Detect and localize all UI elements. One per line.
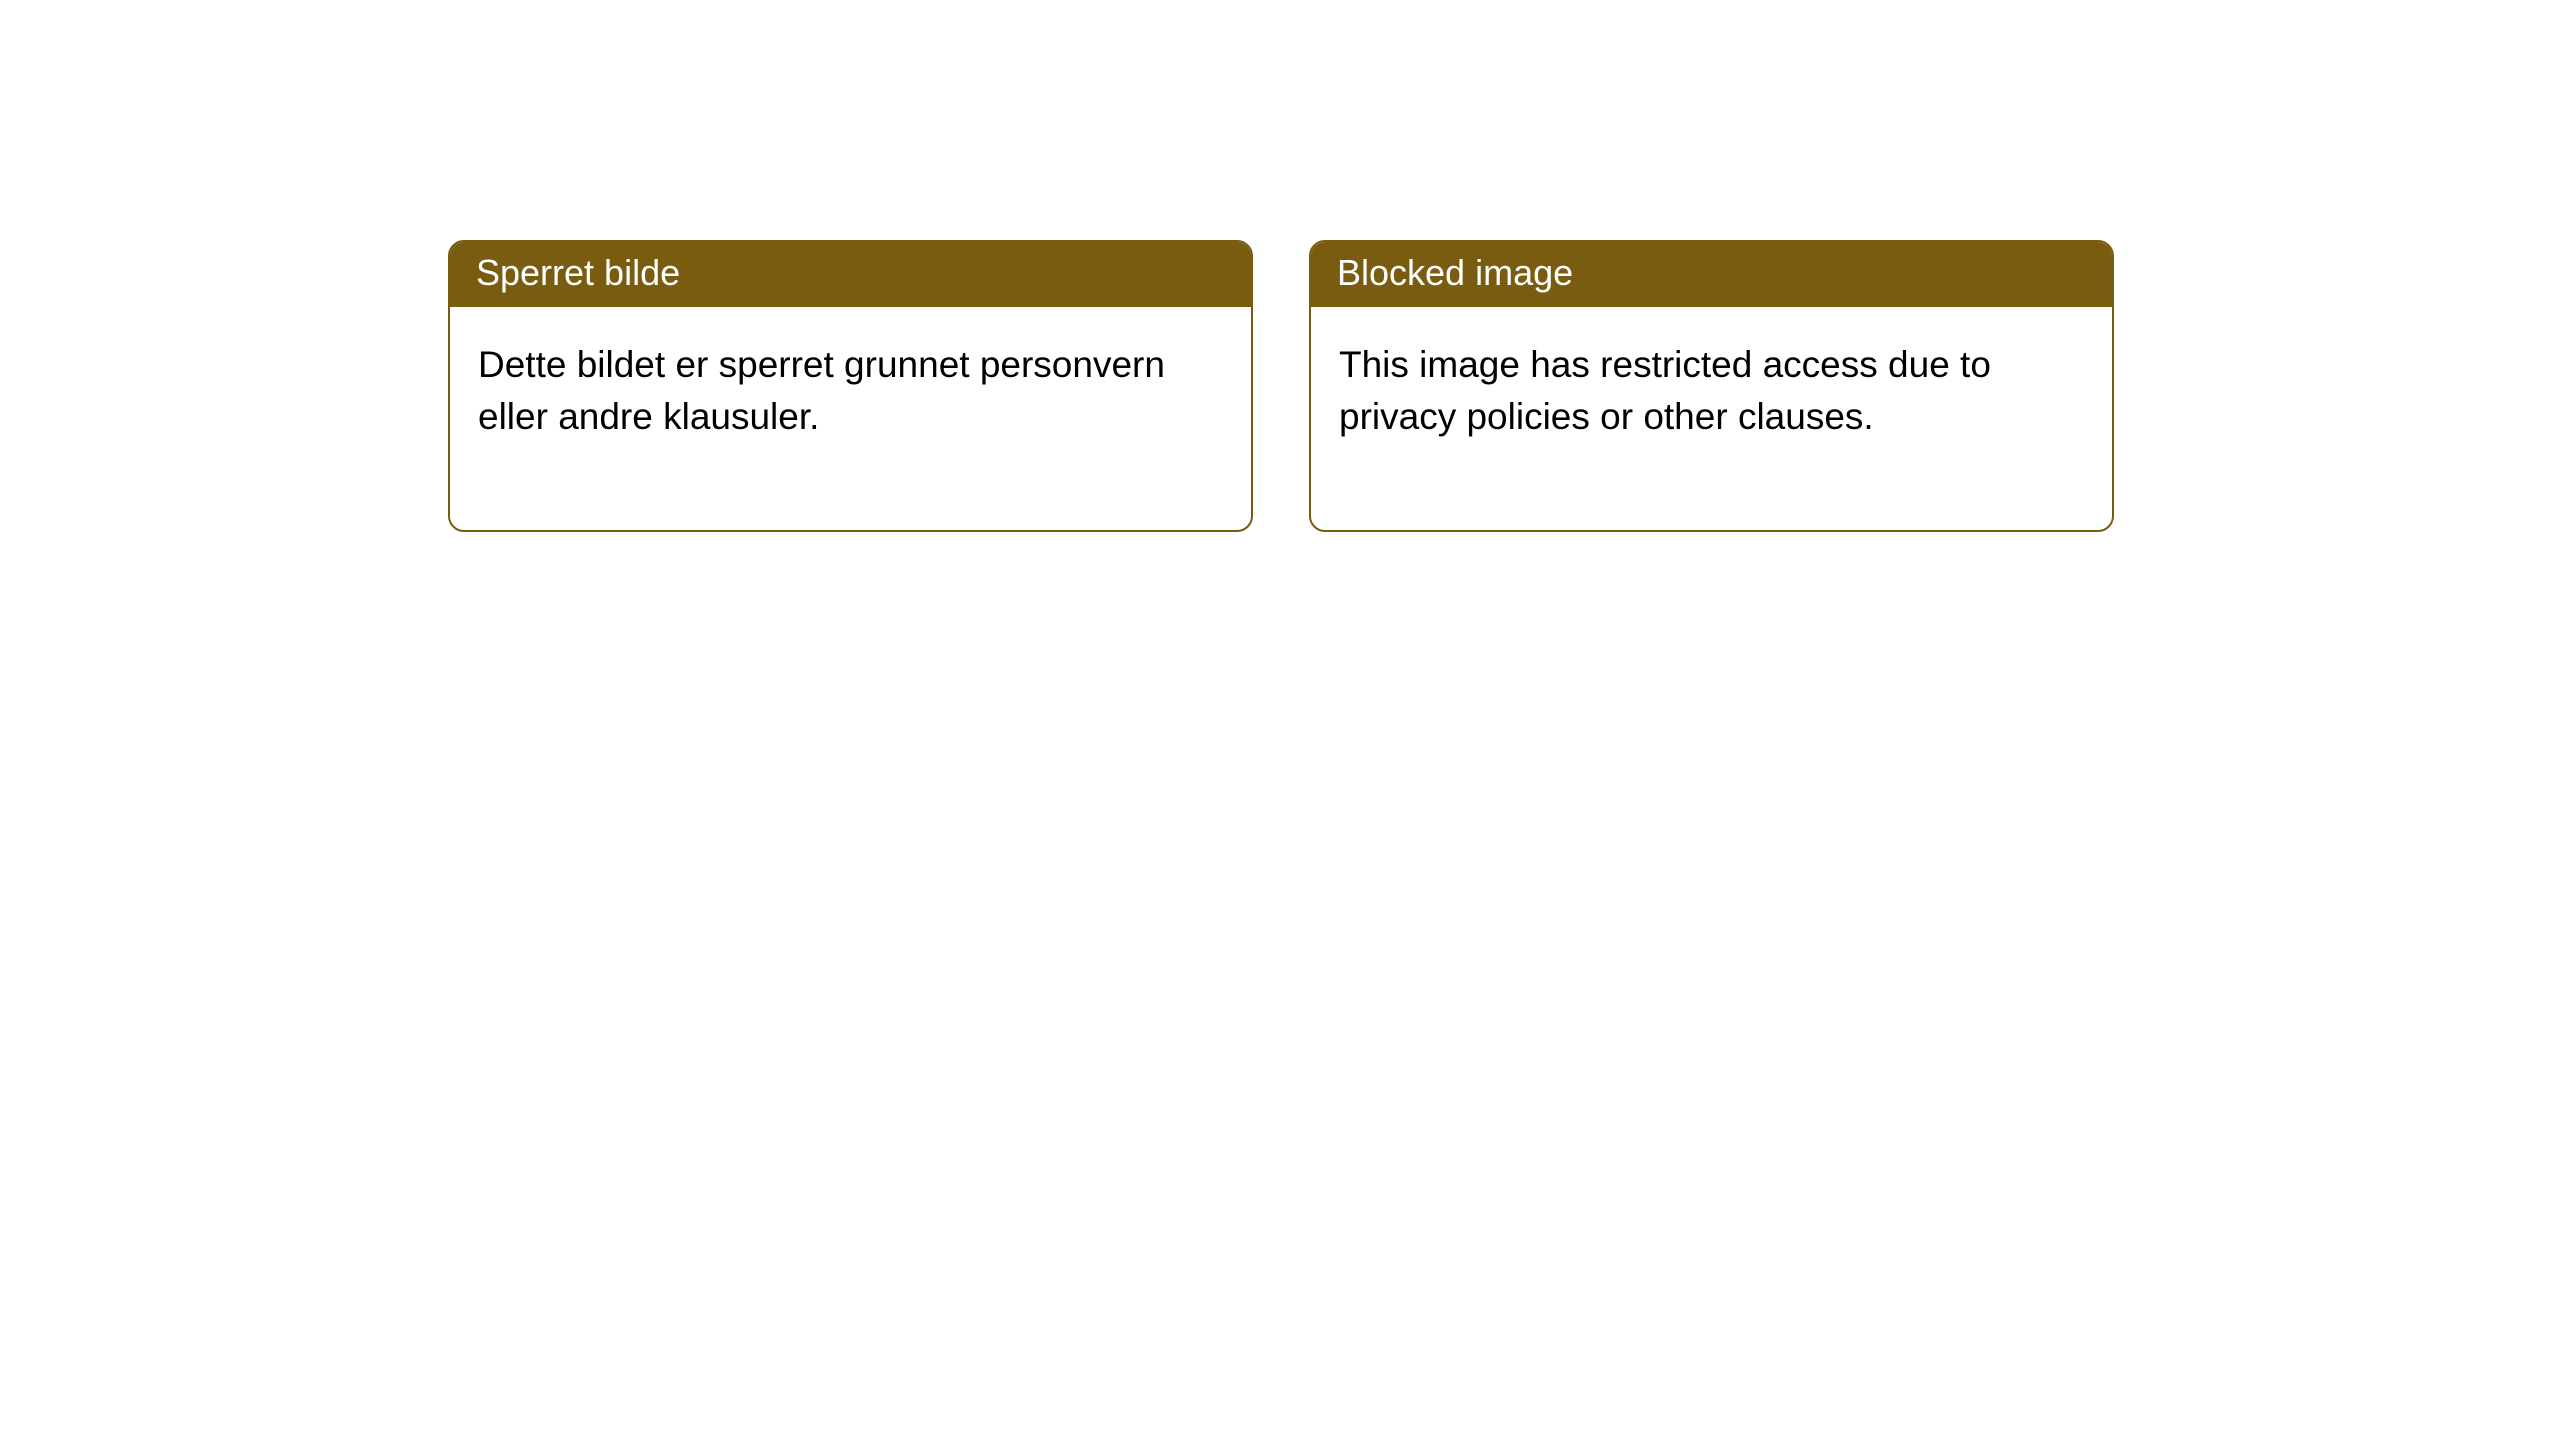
notice-body-no: Dette bildet er sperret grunnet personve… bbox=[450, 307, 1251, 531]
notices-container: Sperret bilde Dette bildet er sperret gr… bbox=[0, 0, 2560, 532]
notice-header-no: Sperret bilde bbox=[450, 242, 1251, 307]
notice-body-en: This image has restricted access due to … bbox=[1311, 307, 2112, 491]
notice-card-no: Sperret bilde Dette bildet er sperret gr… bbox=[448, 240, 1253, 532]
notice-card-en: Blocked image This image has restricted … bbox=[1309, 240, 2114, 532]
notice-header-en: Blocked image bbox=[1311, 242, 2112, 307]
